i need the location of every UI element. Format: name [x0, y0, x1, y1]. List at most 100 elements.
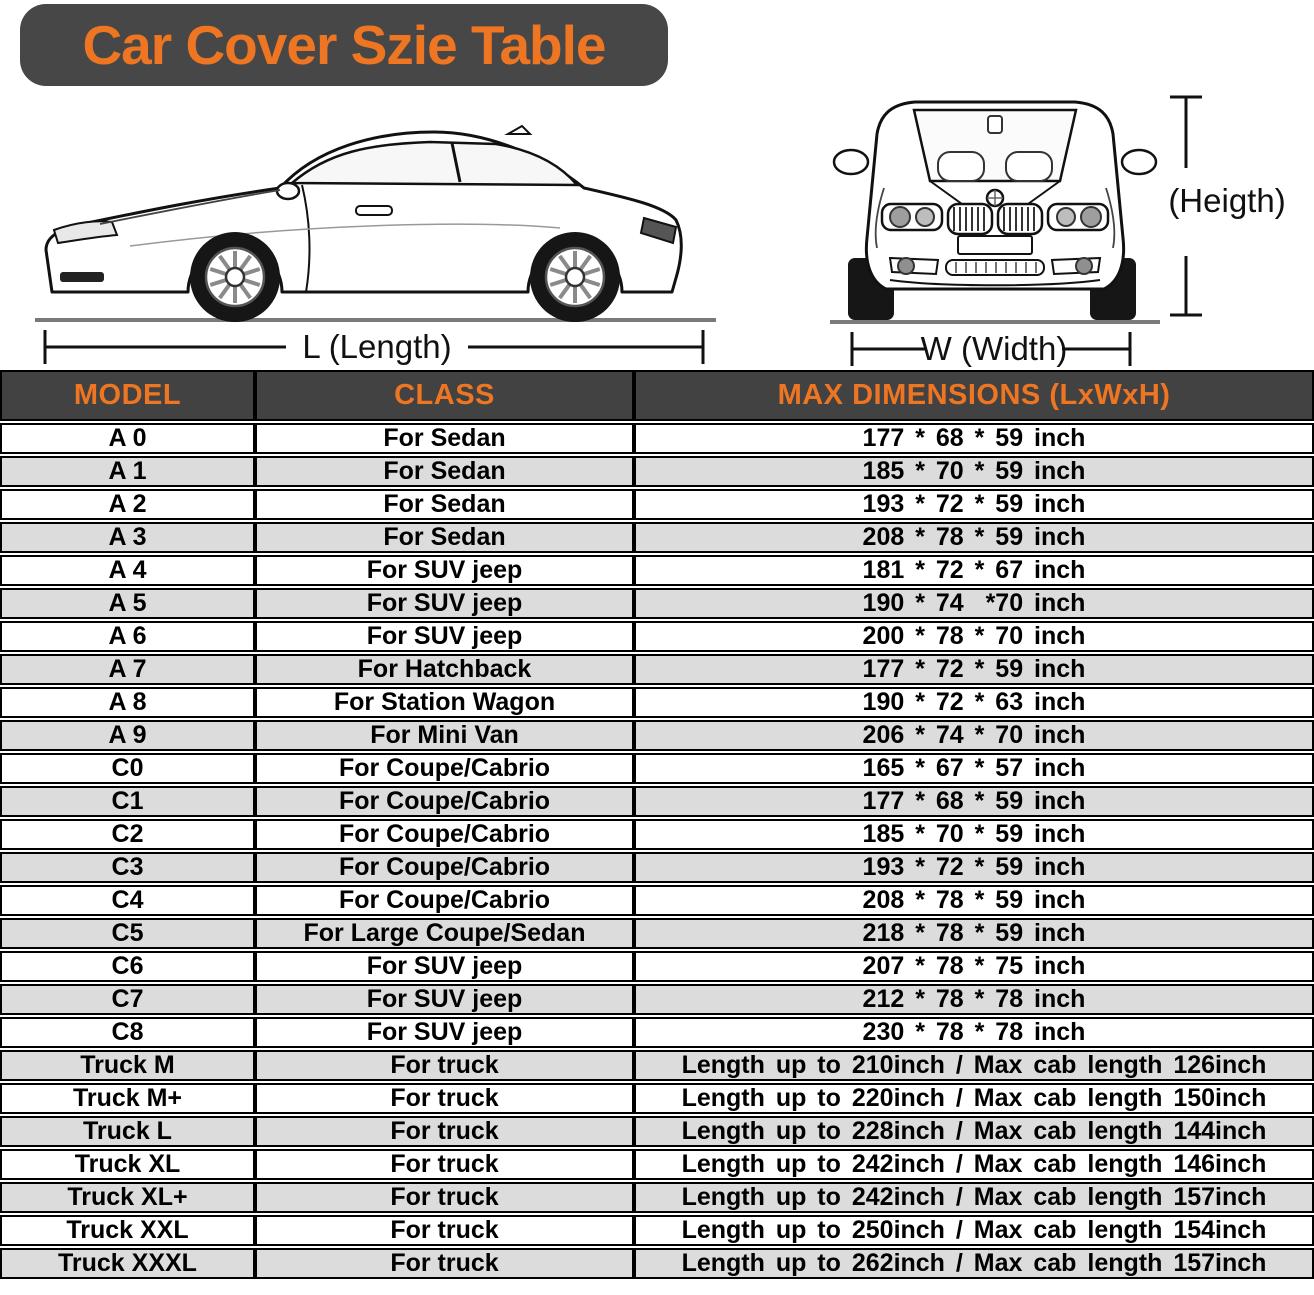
length-dimension-label: L (Length)	[302, 328, 451, 365]
cell-model: C4	[0, 885, 255, 916]
cell-dimensions: 206 * 74 * 70 inch	[634, 720, 1314, 751]
front-car-fender-creases	[874, 187, 1116, 249]
cell-model: Truck M+	[0, 1083, 255, 1114]
side-car-roof-fin	[504, 124, 533, 135]
front-car-lower-bumper	[888, 256, 1102, 287]
title-badge: Car Cover Szie Table	[20, 4, 668, 86]
cell-model: A 0	[0, 423, 255, 454]
table-row: Truck XXXL For truck Length up to 262inc…	[0, 1248, 1314, 1279]
side-car-rear-wheel	[528, 230, 622, 324]
front-car-emblem-cross	[987, 190, 1003, 206]
cell-dimensions: 190 * 74 *70 inch	[634, 588, 1314, 619]
table-row: A 1 For Sedan 185 * 70 * 59 inch	[0, 456, 1314, 487]
front-car-rearview-mirror	[987, 115, 1003, 134]
car-side-view-icon	[35, 124, 716, 324]
cell-class: For truck	[255, 1149, 634, 1180]
front-car-right-mirror	[1120, 148, 1158, 176]
cell-model: A 5	[0, 588, 255, 619]
cell-dimensions: 190 * 72 * 63 inch	[634, 687, 1314, 718]
cell-dimensions: 193 * 72 * 59 inch	[634, 852, 1314, 883]
cell-model: C0	[0, 753, 255, 784]
cell-dimensions: 185 * 70 * 59 inch	[634, 819, 1314, 850]
cell-model: Truck XL	[0, 1149, 255, 1180]
cell-dimensions: Length up to 250inch / Max cab length 15…	[634, 1215, 1314, 1246]
side-car-mirror	[275, 181, 301, 201]
cell-dimensions: 181 * 72 * 67 inch	[634, 555, 1314, 586]
side-car-bumper-slot	[60, 272, 104, 282]
size-table: MODEL CLASS MAX DIMENSIONS (LxWxH) A 0 F…	[0, 368, 1314, 1281]
cell-dimensions: 208 * 78 * 59 inch	[634, 885, 1314, 916]
table-header-row: MODEL CLASS MAX DIMENSIONS (LxWxH)	[0, 370, 1314, 421]
side-car-side-crease	[129, 223, 561, 247]
cell-dimensions: Length up to 242inch / Max cab length 15…	[634, 1182, 1314, 1213]
car-dimension-diagram: L (Length) W (Width) (Heigth)	[35, 95, 1286, 367]
cell-model: Truck L	[0, 1116, 255, 1147]
table-row: Truck XXL For truck Length up to 250inch…	[0, 1215, 1314, 1246]
cell-class: For Hatchback	[255, 654, 634, 685]
cell-dimensions: 165 * 67 * 57 inch	[634, 753, 1314, 784]
cell-model: Truck XXXL	[0, 1248, 255, 1279]
cell-class: For Coupe/Cabrio	[255, 885, 634, 916]
cell-class: For Large Coupe/Sedan	[255, 918, 634, 949]
height-dimension-label: (Heigth)	[1168, 182, 1285, 219]
cell-model: C3	[0, 852, 255, 883]
width-dimension-line	[850, 332, 1132, 366]
table-row: Truck M+ For truck Length up to 220inch …	[0, 1083, 1314, 1114]
cell-model: C1	[0, 786, 255, 817]
cell-dimensions: 230 * 78 * 78 inch	[634, 1017, 1314, 1048]
table-row: C7 For SUV jeep 212 * 78 * 78 inch	[0, 984, 1314, 1015]
side-car-windows	[288, 140, 580, 187]
table-row: A 9 For Mini Van 206 * 74 * 70 inch	[0, 720, 1314, 751]
height-dimension-line	[1170, 95, 1202, 317]
table-row: Truck XL+ For truck Length up to 242inch…	[0, 1182, 1314, 1213]
table-row: A 2 For Sedan 193 * 72 * 59 inch	[0, 489, 1314, 520]
cell-model: A 1	[0, 456, 255, 487]
size-table-body: A 0 For Sedan 177 * 68 * 59 inch A 1 For…	[0, 423, 1314, 1279]
page-title: Car Cover Szie Table	[82, 14, 606, 76]
cell-model: C8	[0, 1017, 255, 1048]
table-row: A 5 For SUV jeep 190 * 74 *70 inch	[0, 588, 1314, 619]
cell-model: C2	[0, 819, 255, 850]
cell-class: For truck	[255, 1248, 634, 1279]
front-car-hood-creases	[929, 180, 1061, 205]
front-car-right-headrest	[1005, 151, 1053, 182]
cell-dimensions: 177 * 68 * 59 inch	[634, 786, 1314, 817]
front-car-left-headlight	[880, 202, 944, 232]
cell-class: For SUV jeep	[255, 588, 634, 619]
side-car-door-handle	[355, 205, 393, 216]
cell-class: For truck	[255, 1215, 634, 1246]
cell-class: For Coupe/Cabrio	[255, 852, 634, 883]
cell-dimensions: 177 * 72 * 59 inch	[634, 654, 1314, 685]
cell-class: For truck	[255, 1050, 634, 1081]
cell-class: For Coupe/Cabrio	[255, 753, 634, 784]
column-header-class: CLASS	[255, 370, 634, 421]
cell-model: A 2	[0, 489, 255, 520]
cell-model: Truck XXL	[0, 1215, 255, 1246]
length-dimension-line	[43, 330, 705, 364]
table-row: C0 For Coupe/Cabrio 165 * 67 * 57 inch	[0, 753, 1314, 784]
cell-dimensions: 218 * 78 * 59 inch	[634, 918, 1314, 949]
table-row: C3 For Coupe/Cabrio 193 * 72 * 59 inch	[0, 852, 1314, 883]
cell-class: For Sedan	[255, 489, 634, 520]
column-header-model: MODEL	[0, 370, 255, 421]
cell-class: For Coupe/Cabrio	[255, 786, 634, 817]
table-row: C1 For Coupe/Cabrio 177 * 68 * 59 inch	[0, 786, 1314, 817]
cell-dimensions: 208 * 78 * 59 inch	[634, 522, 1314, 553]
side-car-door-line	[301, 184, 311, 293]
table-row: C2 For Coupe/Cabrio 185 * 70 * 59 inch	[0, 819, 1314, 850]
cell-class: For truck	[255, 1182, 634, 1213]
cell-model: A 9	[0, 720, 255, 751]
cell-class: For Mini Van	[255, 720, 634, 751]
table-row: A 8 For Station Wagon 190 * 72 * 63 inch	[0, 687, 1314, 718]
table-row: A 6 For SUV jeep 200 * 78 * 70 inch	[0, 621, 1314, 652]
table-row: Truck L For truck Length up to 228inch /…	[0, 1116, 1314, 1147]
front-car-kidney-grilles	[946, 202, 1044, 236]
table-row: C6 For SUV jeep 207 * 78 * 75 inch	[0, 951, 1314, 982]
cell-dimensions: 177 * 68 * 59 inch	[634, 423, 1314, 454]
side-car-taillight	[639, 216, 678, 245]
cell-class: For truck	[255, 1083, 634, 1114]
table-row: C4 For Coupe/Cabrio 208 * 78 * 59 inch	[0, 885, 1314, 916]
width-dimension-label: W (Width)	[921, 330, 1068, 367]
cell-class: For Coupe/Cabrio	[255, 819, 634, 850]
table-row: Truck M For truck Length up to 210inch /…	[0, 1050, 1314, 1081]
